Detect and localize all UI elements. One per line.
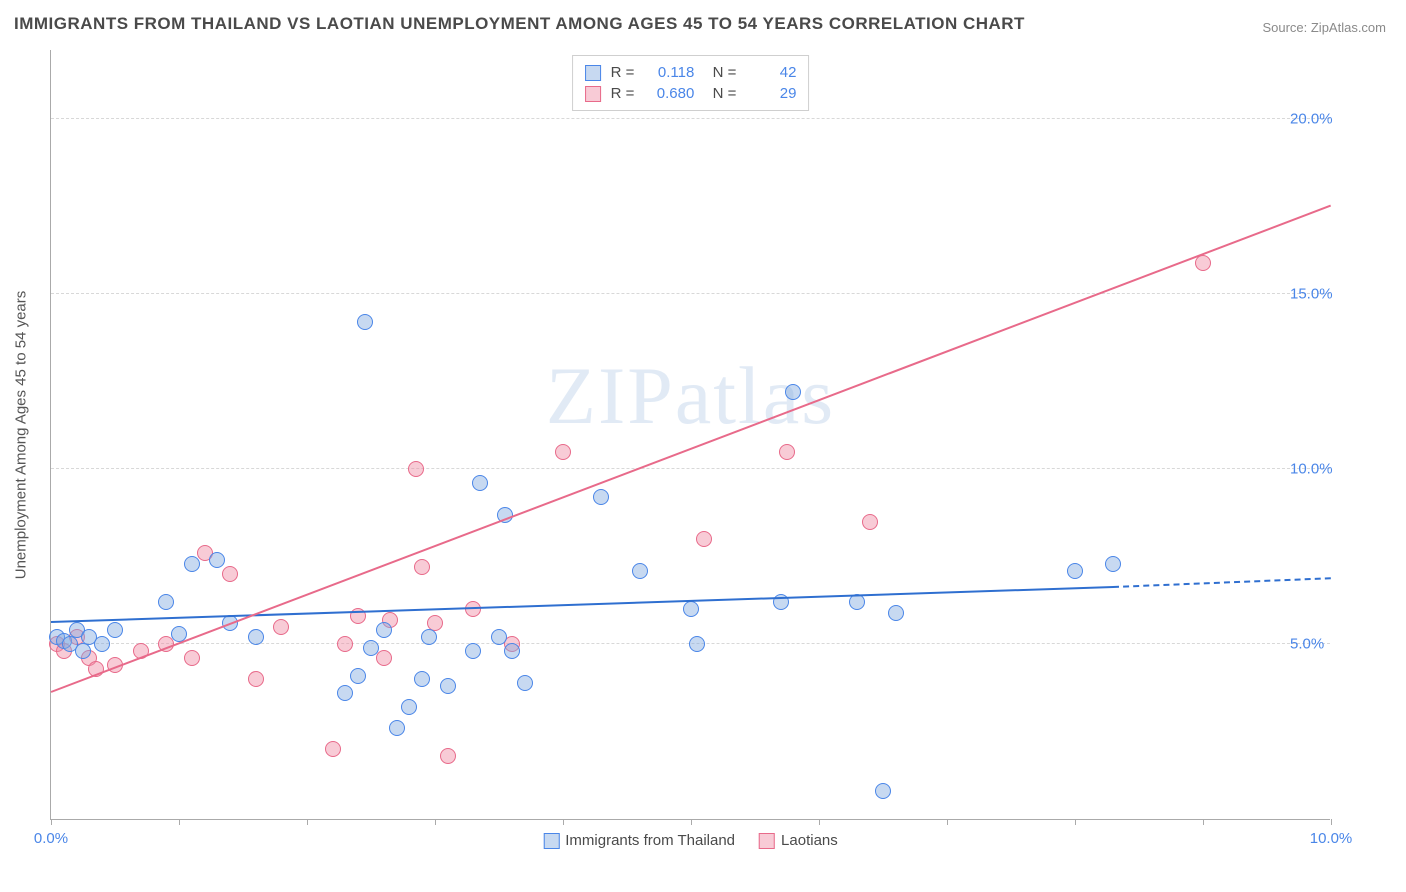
data-point [1067, 563, 1083, 579]
data-point [75, 643, 91, 659]
x-tick-mark [51, 819, 52, 825]
data-point [248, 671, 264, 687]
source-prefix: Source: [1262, 20, 1310, 35]
legend-swatch [759, 833, 775, 849]
legend-item: Immigrants from Thailand [543, 832, 735, 849]
trend-line [1113, 577, 1331, 588]
data-point [389, 720, 405, 736]
source-name: ZipAtlas.com [1311, 20, 1386, 35]
data-point [517, 675, 533, 691]
data-point [337, 685, 353, 701]
x-tick-label: 10.0% [1310, 830, 1353, 847]
data-point [888, 605, 904, 621]
r-label: R = [611, 85, 635, 102]
data-point [632, 563, 648, 579]
data-point [465, 643, 481, 659]
x-tick-mark [1331, 819, 1332, 825]
chart-title: IMMIGRANTS FROM THAILAND VS LAOTIAN UNEM… [14, 14, 1025, 34]
r-value: 0.118 [644, 64, 694, 81]
x-tick-mark [819, 819, 820, 825]
data-point [376, 622, 392, 638]
data-point [184, 556, 200, 572]
x-tick-mark [1075, 819, 1076, 825]
data-point [862, 514, 878, 530]
scatter-plot-area: Unemployment Among Ages 45 to 54 years Z… [50, 50, 1330, 820]
gridline [51, 118, 1330, 119]
data-point [440, 748, 456, 764]
correlation-stats-box: R = 0.118 N = 42 R = 0.680 N = 29 [572, 55, 810, 111]
data-point [408, 461, 424, 477]
gridline [51, 293, 1330, 294]
stats-row: R = 0.680 N = 29 [585, 83, 797, 104]
x-tick-mark [947, 819, 948, 825]
x-tick-mark [435, 819, 436, 825]
x-tick-mark [1203, 819, 1204, 825]
legend-label: Laotians [781, 832, 838, 849]
data-point [472, 475, 488, 491]
x-tick-mark [179, 819, 180, 825]
x-tick-mark [307, 819, 308, 825]
data-point [357, 314, 373, 330]
data-point [325, 741, 341, 757]
x-tick-mark [691, 819, 692, 825]
data-point [158, 594, 174, 610]
data-point [785, 384, 801, 400]
data-point [248, 629, 264, 645]
stats-row: R = 0.118 N = 42 [585, 62, 797, 83]
trend-line [51, 586, 1113, 623]
n-label: N = [704, 85, 736, 102]
data-point [779, 444, 795, 460]
data-point [209, 552, 225, 568]
data-point [401, 699, 417, 715]
x-tick-label: 0.0% [34, 830, 68, 847]
y-axis-title: Unemployment Among Ages 45 to 54 years [13, 290, 30, 579]
x-tick-mark [563, 819, 564, 825]
n-value: 29 [746, 85, 796, 102]
y-tick-label: 15.0% [1280, 286, 1340, 303]
source-attribution: Source: ZipAtlas.com [1262, 20, 1386, 35]
data-point [363, 640, 379, 656]
data-point [184, 650, 200, 666]
gridline [51, 468, 1330, 469]
legend-label: Immigrants from Thailand [565, 832, 735, 849]
trend-line [51, 205, 1332, 693]
series-swatch [585, 86, 601, 102]
n-value: 42 [746, 64, 796, 81]
data-point [504, 643, 520, 659]
data-point [440, 678, 456, 694]
r-label: R = [611, 64, 635, 81]
data-point [107, 622, 123, 638]
data-point [683, 601, 699, 617]
legend-swatch [543, 833, 559, 849]
legend: Immigrants from Thailand Laotians [543, 832, 838, 849]
series-swatch [585, 65, 601, 81]
data-point [376, 650, 392, 666]
data-point [350, 668, 366, 684]
y-tick-label: 5.0% [1280, 636, 1340, 653]
n-label: N = [704, 64, 736, 81]
data-point [555, 444, 571, 460]
data-point [696, 531, 712, 547]
data-point [689, 636, 705, 652]
data-point [421, 629, 437, 645]
legend-item: Laotians [759, 832, 838, 849]
data-point [273, 619, 289, 635]
data-point [1105, 556, 1121, 572]
data-point [491, 629, 507, 645]
r-value: 0.680 [644, 85, 694, 102]
data-point [414, 671, 430, 687]
y-tick-label: 20.0% [1280, 111, 1340, 128]
data-point [414, 559, 430, 575]
data-point [222, 566, 238, 582]
data-point [875, 783, 891, 799]
data-point [94, 636, 110, 652]
y-tick-label: 10.0% [1280, 461, 1340, 478]
data-point [593, 489, 609, 505]
data-point [337, 636, 353, 652]
